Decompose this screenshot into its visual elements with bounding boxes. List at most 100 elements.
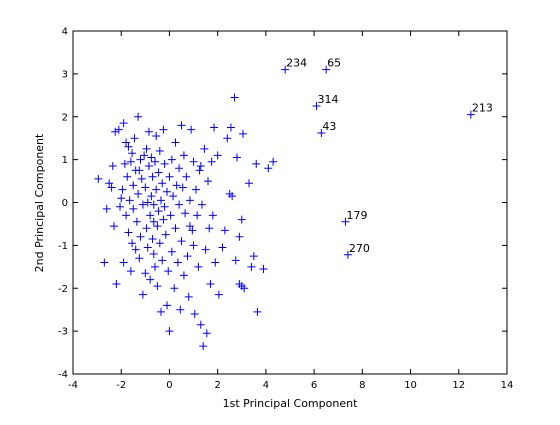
data-point: [194, 262, 203, 271]
data-point: [154, 207, 163, 216]
data-point: [141, 183, 150, 192]
data-point: [143, 198, 152, 207]
data-point: [131, 245, 140, 254]
data-point: [116, 202, 125, 211]
data-point: [124, 228, 133, 237]
data-point: [150, 262, 159, 271]
data-point: [178, 183, 187, 192]
labeled-data-point: [341, 217, 350, 226]
data-point: [157, 196, 166, 205]
data-point: [165, 327, 174, 336]
data-point: [210, 123, 219, 132]
data-point: [105, 179, 114, 188]
y-tick-label: -1: [58, 241, 68, 252]
data-point: [120, 159, 129, 168]
labeled-data-point: [281, 65, 290, 74]
data-point: [237, 215, 246, 224]
data-point: [152, 185, 161, 194]
data-point: [112, 279, 121, 288]
data-point: [177, 237, 186, 246]
y-axis-label: 2nd Principal Component: [33, 133, 46, 272]
point-annotations: 234 65 314 213 43 179 270: [286, 57, 493, 255]
data-point: [240, 284, 249, 293]
data-point: [253, 307, 262, 316]
data-point: [171, 138, 180, 147]
data-point: [184, 292, 193, 301]
data-point: [211, 258, 220, 267]
data-point: [117, 194, 126, 203]
data-point: [134, 112, 143, 121]
data-point: [179, 151, 188, 160]
data-point: [193, 211, 202, 220]
data-point: [195, 166, 204, 175]
data-point: [147, 192, 156, 201]
data-point: [100, 258, 109, 267]
data-point: [171, 224, 180, 233]
data-point: [252, 159, 261, 168]
x-tick-label: 8: [359, 380, 365, 391]
data-point: [213, 151, 222, 160]
data-point: [208, 211, 217, 220]
y-tick-label: -3: [58, 327, 68, 338]
data-point: [191, 185, 200, 194]
y-tick-label: 2: [62, 112, 68, 123]
data-point: [119, 258, 128, 267]
data-point: [176, 305, 185, 314]
y-tick-label: 4: [62, 27, 68, 38]
y-tick-label: -2: [58, 284, 68, 295]
data-point: [175, 164, 184, 173]
data-point: [136, 155, 145, 164]
data-point: [226, 123, 235, 132]
data-point: [199, 342, 208, 351]
data-point: [197, 200, 206, 209]
data-point: [134, 189, 143, 198]
data-point: [223, 134, 232, 143]
labeled-data-point: [317, 129, 326, 138]
data-point: [167, 155, 176, 164]
data-markers: [94, 65, 475, 351]
data-point: [129, 181, 138, 190]
data-point: [259, 264, 268, 273]
point-label: 179: [346, 209, 367, 222]
x-tick-label: -4: [68, 380, 78, 391]
data-point: [155, 239, 164, 248]
data-point: [109, 222, 118, 231]
data-point: [154, 168, 163, 177]
labeled-data-point: [343, 250, 352, 259]
point-label: 65: [327, 57, 341, 70]
data-point: [137, 174, 146, 183]
data-point: [204, 177, 213, 186]
data-point: [107, 183, 116, 192]
data-point: [264, 164, 273, 173]
data-point: [152, 132, 161, 141]
y-tick-label: -4: [58, 370, 68, 381]
data-point: [228, 192, 237, 201]
data-point: [159, 215, 168, 224]
data-point: [206, 279, 215, 288]
data-point: [132, 217, 141, 226]
data-point: [238, 129, 247, 138]
data-point: [144, 127, 153, 136]
data-point: [187, 125, 196, 134]
y-tick-label: 3: [62, 69, 68, 80]
data-point: [122, 138, 131, 147]
data-point: [161, 230, 170, 239]
data-point: [147, 153, 156, 162]
plot-area: [72, 30, 508, 375]
data-point: [128, 239, 137, 248]
data-point: [136, 232, 145, 241]
x-tick-label: 2: [214, 380, 220, 391]
data-point: [150, 157, 159, 166]
data-point: [172, 181, 181, 190]
data-point: [125, 196, 134, 205]
data-point: [144, 162, 153, 171]
data-point: [188, 226, 197, 235]
data-point: [148, 234, 157, 243]
data-point: [153, 282, 162, 291]
data-point: [235, 232, 244, 241]
data-point: [179, 271, 188, 280]
data-point: [158, 256, 167, 265]
data-point: [111, 127, 120, 136]
data-point: [149, 217, 158, 226]
